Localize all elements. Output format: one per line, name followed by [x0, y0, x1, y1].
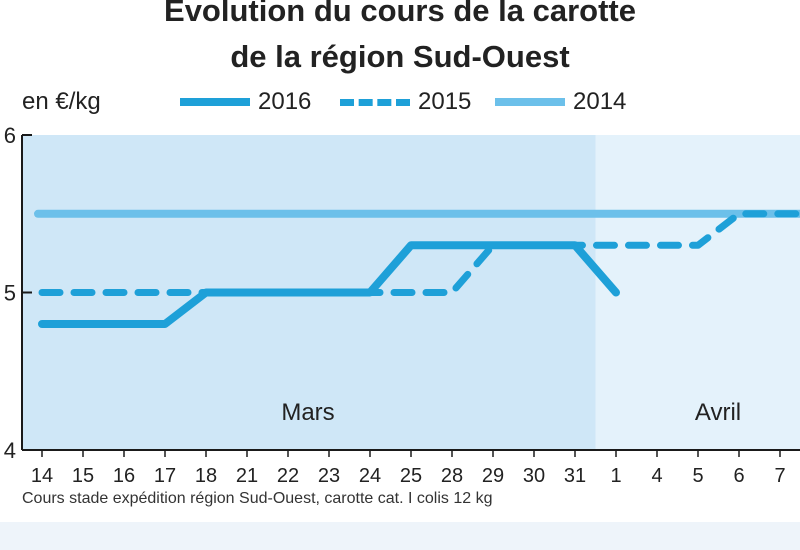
footer-band: [0, 522, 800, 550]
month-label-avril: Avril: [695, 399, 741, 426]
x-tick-label: 22: [277, 465, 299, 487]
chart-subtitle: de la région Sud-Ouest: [230, 39, 570, 74]
month-label-mars: Mars: [281, 399, 334, 426]
legend-item-2016: 2016: [180, 88, 311, 116]
x-tick-label: 7: [774, 465, 785, 487]
x-tick-label: 6: [733, 465, 744, 487]
y-tick-label: 5: [4, 281, 16, 306]
x-tick-label: 17: [154, 465, 176, 487]
x-tick-label: 23: [318, 465, 340, 487]
x-tick-label: 5: [692, 465, 703, 487]
y-axis-unit-label: en €/kg: [22, 88, 101, 115]
x-tick-label: 21: [236, 465, 258, 487]
x-tick-label: 18: [195, 465, 217, 487]
x-tick-label: 16: [113, 465, 135, 487]
x-tick-label: 25: [400, 465, 422, 487]
legend-label-2015: 2015: [418, 88, 472, 115]
x-tick-label: 4: [651, 465, 662, 487]
x-tick-label: 14: [31, 465, 53, 487]
legend-label-2016: 2016: [258, 88, 312, 115]
y-tick-label: 4: [4, 438, 16, 463]
x-tick-label: 1: [610, 465, 621, 487]
legend-item-2015: 2015: [340, 88, 471, 116]
x-tick-label: 31: [564, 465, 586, 487]
y-tick-label: 6: [4, 123, 16, 148]
x-tick-label: 28: [441, 465, 463, 487]
plot-band-avril: [595, 135, 800, 450]
x-tick-label: 29: [482, 465, 504, 487]
series-line-2015: [38, 210, 800, 296]
legend-label-2014: 2014: [573, 88, 627, 115]
chart-title: Évolution du cours de la carotte: [164, 0, 636, 28]
legend-swatch-2014: [495, 98, 565, 106]
x-tick-label: 15: [72, 465, 94, 487]
legend-swatch-2015: [340, 98, 410, 106]
series-line-2016: [38, 241, 620, 328]
legend-item-2014: 2014: [495, 88, 626, 116]
x-tick-label: 30: [523, 465, 545, 487]
legend-swatch-2016: [180, 98, 250, 106]
x-tick-label: 24: [359, 465, 381, 487]
source-note: Cours stade expédition région Sud-Ouest,…: [22, 490, 493, 507]
